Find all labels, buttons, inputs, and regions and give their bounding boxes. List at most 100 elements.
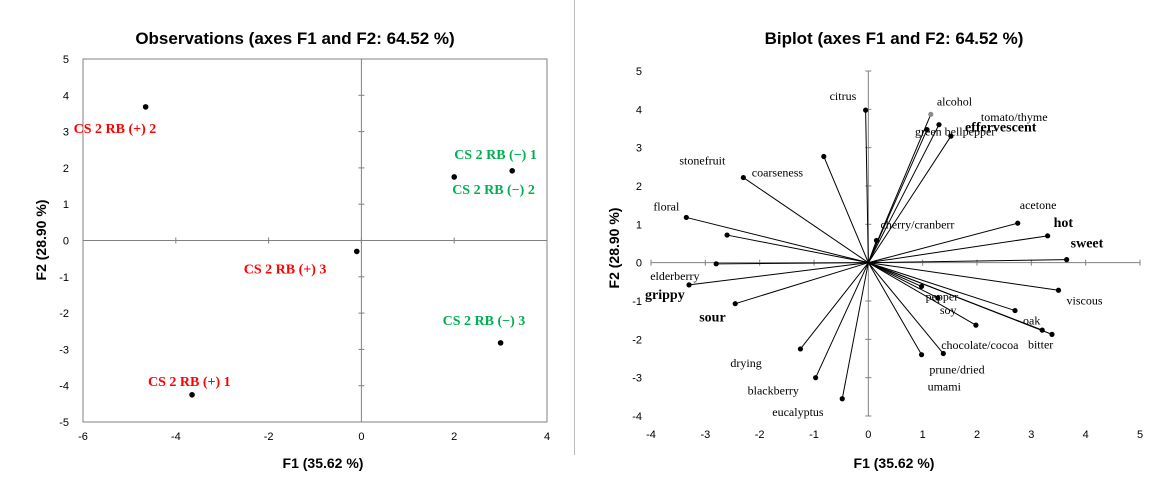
observation-label: CS 2 RB (−) 2	[452, 183, 535, 198]
x-axis-title: F1 (35.62 %)	[854, 455, 935, 471]
x-tick-label: 0	[358, 431, 364, 443]
x-tick-label: -2	[755, 429, 765, 441]
variable-vector	[867, 262, 944, 354]
variable-point	[1045, 233, 1051, 239]
variable-point	[683, 214, 689, 221]
y-tick-label: 0	[63, 236, 69, 248]
x-tick-label: 2	[451, 431, 457, 443]
variable-vector	[868, 262, 977, 326]
variable-vector	[868, 262, 1016, 312]
observation-point	[509, 168, 515, 174]
y-tick-label: 4	[636, 104, 642, 116]
variable-vector	[867, 240, 877, 263]
x-tick-label: 0	[865, 429, 871, 441]
panel-divider	[574, 0, 575, 455]
variable-vector	[841, 262, 869, 399]
variable-point	[1055, 287, 1062, 293]
x-tick-label: 5	[1137, 429, 1143, 441]
observation-point	[497, 340, 504, 346]
x-tick-label: -2	[264, 431, 274, 443]
observation-label: CS 2 RB (+) 1	[148, 375, 231, 390]
observation-point	[142, 104, 149, 110]
y-tick-label: 2	[636, 181, 642, 193]
variable-point	[821, 153, 827, 160]
variable-label: oak	[1023, 314, 1040, 328]
x-axis-title: F1 (35.62 %)	[283, 455, 364, 471]
variable-label: soy	[940, 303, 957, 317]
observation-label: CS 2 RB (+) 3	[244, 262, 327, 277]
y-tick-label: -4	[59, 381, 69, 393]
observation-label: CS 2 RB (+) 2	[74, 122, 157, 137]
observation-label: CS 2 RB (−) 1	[454, 148, 537, 163]
variable-vector	[868, 262, 939, 299]
variable-point	[1049, 331, 1055, 337]
chart-title: Biplot (axes F1 and F2: 64.52 %)	[765, 29, 1024, 48]
observations-panel: Observations (axes F1 and F2: 64.52 %) -…	[0, 0, 574, 483]
x-tick-label: -4	[646, 429, 656, 441]
variable-point	[928, 111, 934, 117]
variable-point	[936, 122, 942, 128]
variable-point	[724, 232, 730, 238]
variable-point	[918, 283, 925, 290]
variable-point	[732, 301, 738, 307]
variable-vector	[867, 124, 940, 263]
y-tick-label: 5	[63, 54, 69, 66]
variable-point	[948, 133, 954, 139]
variable-vector	[688, 262, 869, 286]
variable-label: acetone	[1020, 198, 1057, 212]
variable-label: pepper	[926, 289, 959, 303]
x-tick-label: 2	[974, 429, 980, 441]
y-tick-label: -3	[59, 344, 69, 356]
chart-title: Observations (axes F1 and F2: 64.52 %)	[135, 29, 454, 48]
variable-point	[935, 295, 941, 301]
variable-label: sweet	[1071, 237, 1104, 252]
biplot-chart: Biplot (axes F1 and F2: 64.52 %) -4 -3 -2 -…	[606, 29, 1143, 471]
variable-label: citrus	[830, 89, 857, 103]
variable-point	[713, 261, 719, 267]
variable-label: grippy	[645, 288, 685, 303]
variable-label: stonefruit	[679, 154, 726, 168]
variable-label: drying	[730, 356, 761, 370]
variable-point	[1015, 220, 1021, 226]
y-tick-label: 1	[636, 219, 642, 231]
variable-point	[940, 350, 946, 357]
x-tick-label: -1	[809, 429, 819, 441]
y-tick-label: -5	[59, 417, 69, 429]
variable-label: umami	[928, 380, 962, 394]
y-tick-label: 2	[63, 163, 69, 175]
variable-vector	[686, 216, 869, 264]
variable-label: tomato/thyme	[981, 110, 1048, 124]
y-tick-label: -3	[632, 373, 642, 385]
variable-point	[1064, 257, 1070, 263]
variable-label: cherry/cranberr	[880, 217, 954, 231]
variable-vector	[823, 156, 869, 263]
variable-label: bitter	[1028, 337, 1053, 351]
variable-vector	[868, 235, 1048, 264]
x-tick-label: 4	[544, 431, 550, 443]
variable-label: alcohol	[937, 94, 973, 108]
y-tick-label: 1	[63, 199, 69, 211]
observations-chart: Observations (axes F1 and F2: 64.52 %) -…	[33, 29, 550, 471]
variable-vector	[815, 262, 869, 378]
y-tick-label: 3	[63, 127, 69, 139]
y-tick-label: -2	[632, 334, 642, 346]
variable-label: coarseness	[752, 165, 804, 179]
variable-label: floral	[653, 199, 680, 213]
y-tick-label: 0	[636, 258, 642, 270]
x-tick-label: -6	[78, 431, 88, 443]
variable-vector	[868, 222, 1018, 264]
variable-point	[813, 375, 819, 381]
y-tick-label: 3	[636, 143, 642, 155]
variable-point	[863, 107, 869, 113]
y-tick-label: -1	[59, 272, 69, 284]
variable-vector	[867, 262, 923, 355]
variable-vector	[867, 135, 952, 263]
variable-point	[873, 237, 880, 244]
variable-label: prune/dried	[929, 363, 984, 377]
x-tick-label: -3	[700, 429, 710, 441]
variable-label: elderberry	[650, 269, 699, 283]
variable-point	[839, 396, 845, 402]
x-tick-label: 1	[920, 429, 926, 441]
variable-vector	[716, 262, 869, 265]
